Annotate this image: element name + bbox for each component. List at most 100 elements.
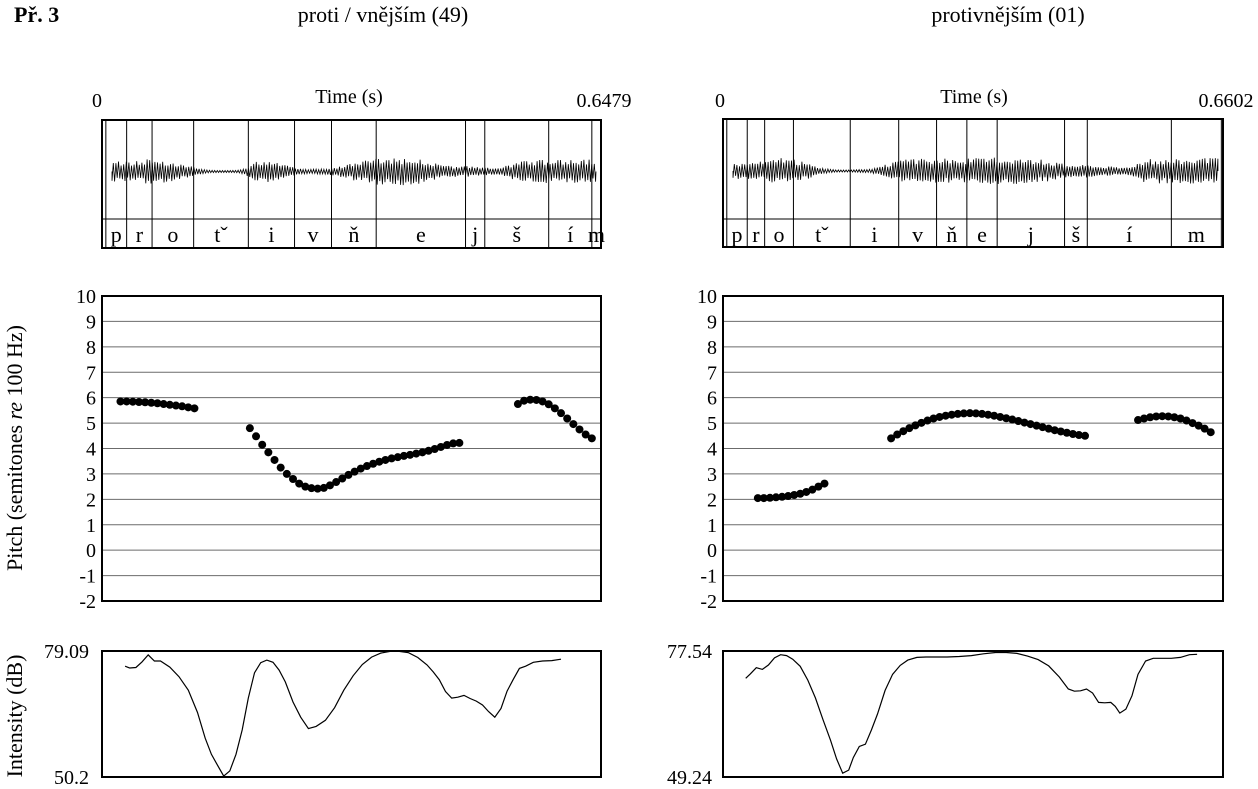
segment-label: ň [946,222,957,247]
segment-label: j [1027,222,1034,247]
segment-label: ň [348,222,359,247]
segment-label: tˇ [815,222,829,247]
pitch-point [393,453,402,462]
intensity-panel: 79.09 50.2 [44,641,602,789]
pitch-tick-label: -2 [79,591,96,613]
time-axis-label: Time (s) [940,86,1008,108]
pitch-point [141,398,150,407]
pitch-point [295,479,304,488]
pitch-point [772,493,781,502]
pitch-point [1074,431,1083,440]
pitch-point [759,494,768,503]
pitch-point [1002,414,1011,423]
intensity-max-label: 79.09 [44,641,89,663]
figure-label: Př. 3 [14,2,59,27]
time-axis-label: Time (s) [315,86,383,108]
pitch-point [802,487,811,496]
pitch-point [399,451,408,460]
pitch-point [313,484,322,493]
pitch-point [538,397,547,406]
pitch-point [1032,421,1041,430]
pitch-point [1176,414,1185,423]
pitch-point [190,404,199,413]
pitch-point [790,491,799,500]
pitch-tick-label: 3 [86,464,96,486]
pitch-point [1134,416,1143,425]
pitch-point [1182,416,1191,425]
pitch-point [443,440,452,449]
pitch-point [778,492,787,501]
pitch-point [1164,412,1173,421]
pitch-tick-label: 5 [707,413,717,435]
pitch-point [814,482,823,491]
pitch-point [455,438,464,447]
pitch-point [122,397,131,406]
pitch-point [808,485,817,494]
pitch-tick-label: 0 [86,540,96,562]
pitch-point [1050,426,1059,435]
pitch-point [947,410,956,419]
pitch-point [1008,415,1017,424]
pitch-point [1020,418,1029,427]
pitch-point [282,469,291,478]
pitch-point [375,457,384,466]
pitch-point [1188,419,1197,428]
pitch-point [911,421,920,430]
pitch-point [1014,417,1023,426]
pitch-point [258,440,267,449]
pitch-point [984,410,993,419]
time-start-label: 0 [715,90,725,112]
pitch-point [1044,424,1053,433]
pitch-point [381,455,390,464]
pitch-point [563,414,572,423]
pitch-point [116,397,125,406]
segment-label: š [512,222,521,247]
segment-label: m [1188,222,1205,247]
pitch-point [978,409,987,418]
pitch-point [1152,412,1161,421]
pitch-tick-label: 1 [707,515,717,537]
pitch-point [917,418,926,427]
pitch-tick-label: 7 [707,362,717,384]
pitch-point [1038,423,1047,432]
pitch-point [276,463,285,472]
pitch-point [369,459,378,468]
pitch-point [307,484,316,493]
pitch-point [449,439,458,448]
segment-label: r [136,222,144,247]
pitch-point [581,430,590,439]
pitch-point [971,409,980,418]
pitch-point [935,412,944,421]
segment-label: v [308,222,319,247]
segment-label: í [567,222,573,247]
pitch-point [526,395,535,404]
time-start-label: 0 [92,90,102,112]
pitch-point [1206,428,1215,437]
pitch-point [941,411,950,420]
pitch-point [1081,431,1090,440]
segment-label: o [774,222,785,247]
pitch-point [965,409,974,418]
pitch-point [996,412,1005,421]
pitch-point [569,420,578,429]
pitch-frame [722,295,1224,602]
waveform-panel: p r o tˇ i v ň e j š í m [101,119,605,249]
segment-label: v [912,222,923,247]
pitch-point [178,402,187,411]
pitch-point [513,400,522,409]
pitch-point [301,482,310,491]
pitch-point [128,397,137,406]
pitch-point [990,411,999,420]
waveform-panel: p r o tˇ i v ň e j š í m [722,118,1224,248]
pitch-point [184,403,193,412]
pitch-point [753,494,762,503]
pitch-point [1140,414,1149,423]
pitch-point [905,424,914,433]
pitch-tick-label: 6 [86,388,96,410]
pitch-point [1200,424,1209,433]
segment-label: o [167,222,178,247]
pitch-tick-label: 4 [707,439,717,461]
pitch-point [587,434,596,443]
pitch-point [1194,421,1203,430]
segment-label: e [977,222,987,247]
